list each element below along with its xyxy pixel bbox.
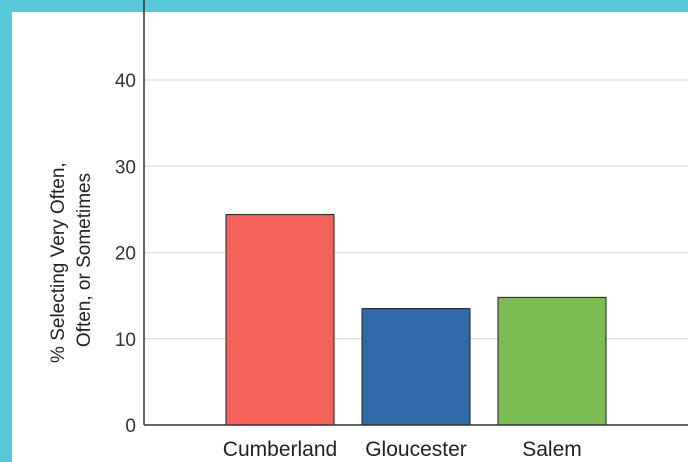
x-tick-label: Cumberland [223, 438, 337, 461]
y-tick-label: 10 [115, 330, 136, 351]
y-axis-title-line-2: Often, or Sometimes [74, 173, 95, 347]
y-axis-title: % Selecting Very Often, Often, or Someti… [48, 157, 95, 363]
bar-gloucester [361, 308, 471, 426]
x-category-labels: Cumberland Gloucester Salem [223, 438, 582, 461]
y-tick-label: 0 [125, 416, 136, 437]
axes [143, 0, 688, 426]
bar-cumberland [225, 214, 335, 426]
y-axis-title-line-1: % Selecting Very Often, [48, 162, 69, 363]
y-tick-label: 20 [115, 244, 136, 265]
y-tick-label: 30 [115, 157, 136, 178]
bars [225, 214, 607, 426]
x-tick-label: Gloucester [365, 438, 467, 461]
bar-salem [497, 296, 607, 426]
y-tick-labels: 0 10 20 30 40 [115, 71, 136, 437]
x-tick-label: Salem [522, 438, 582, 461]
y-tick-label: 40 [115, 71, 136, 92]
